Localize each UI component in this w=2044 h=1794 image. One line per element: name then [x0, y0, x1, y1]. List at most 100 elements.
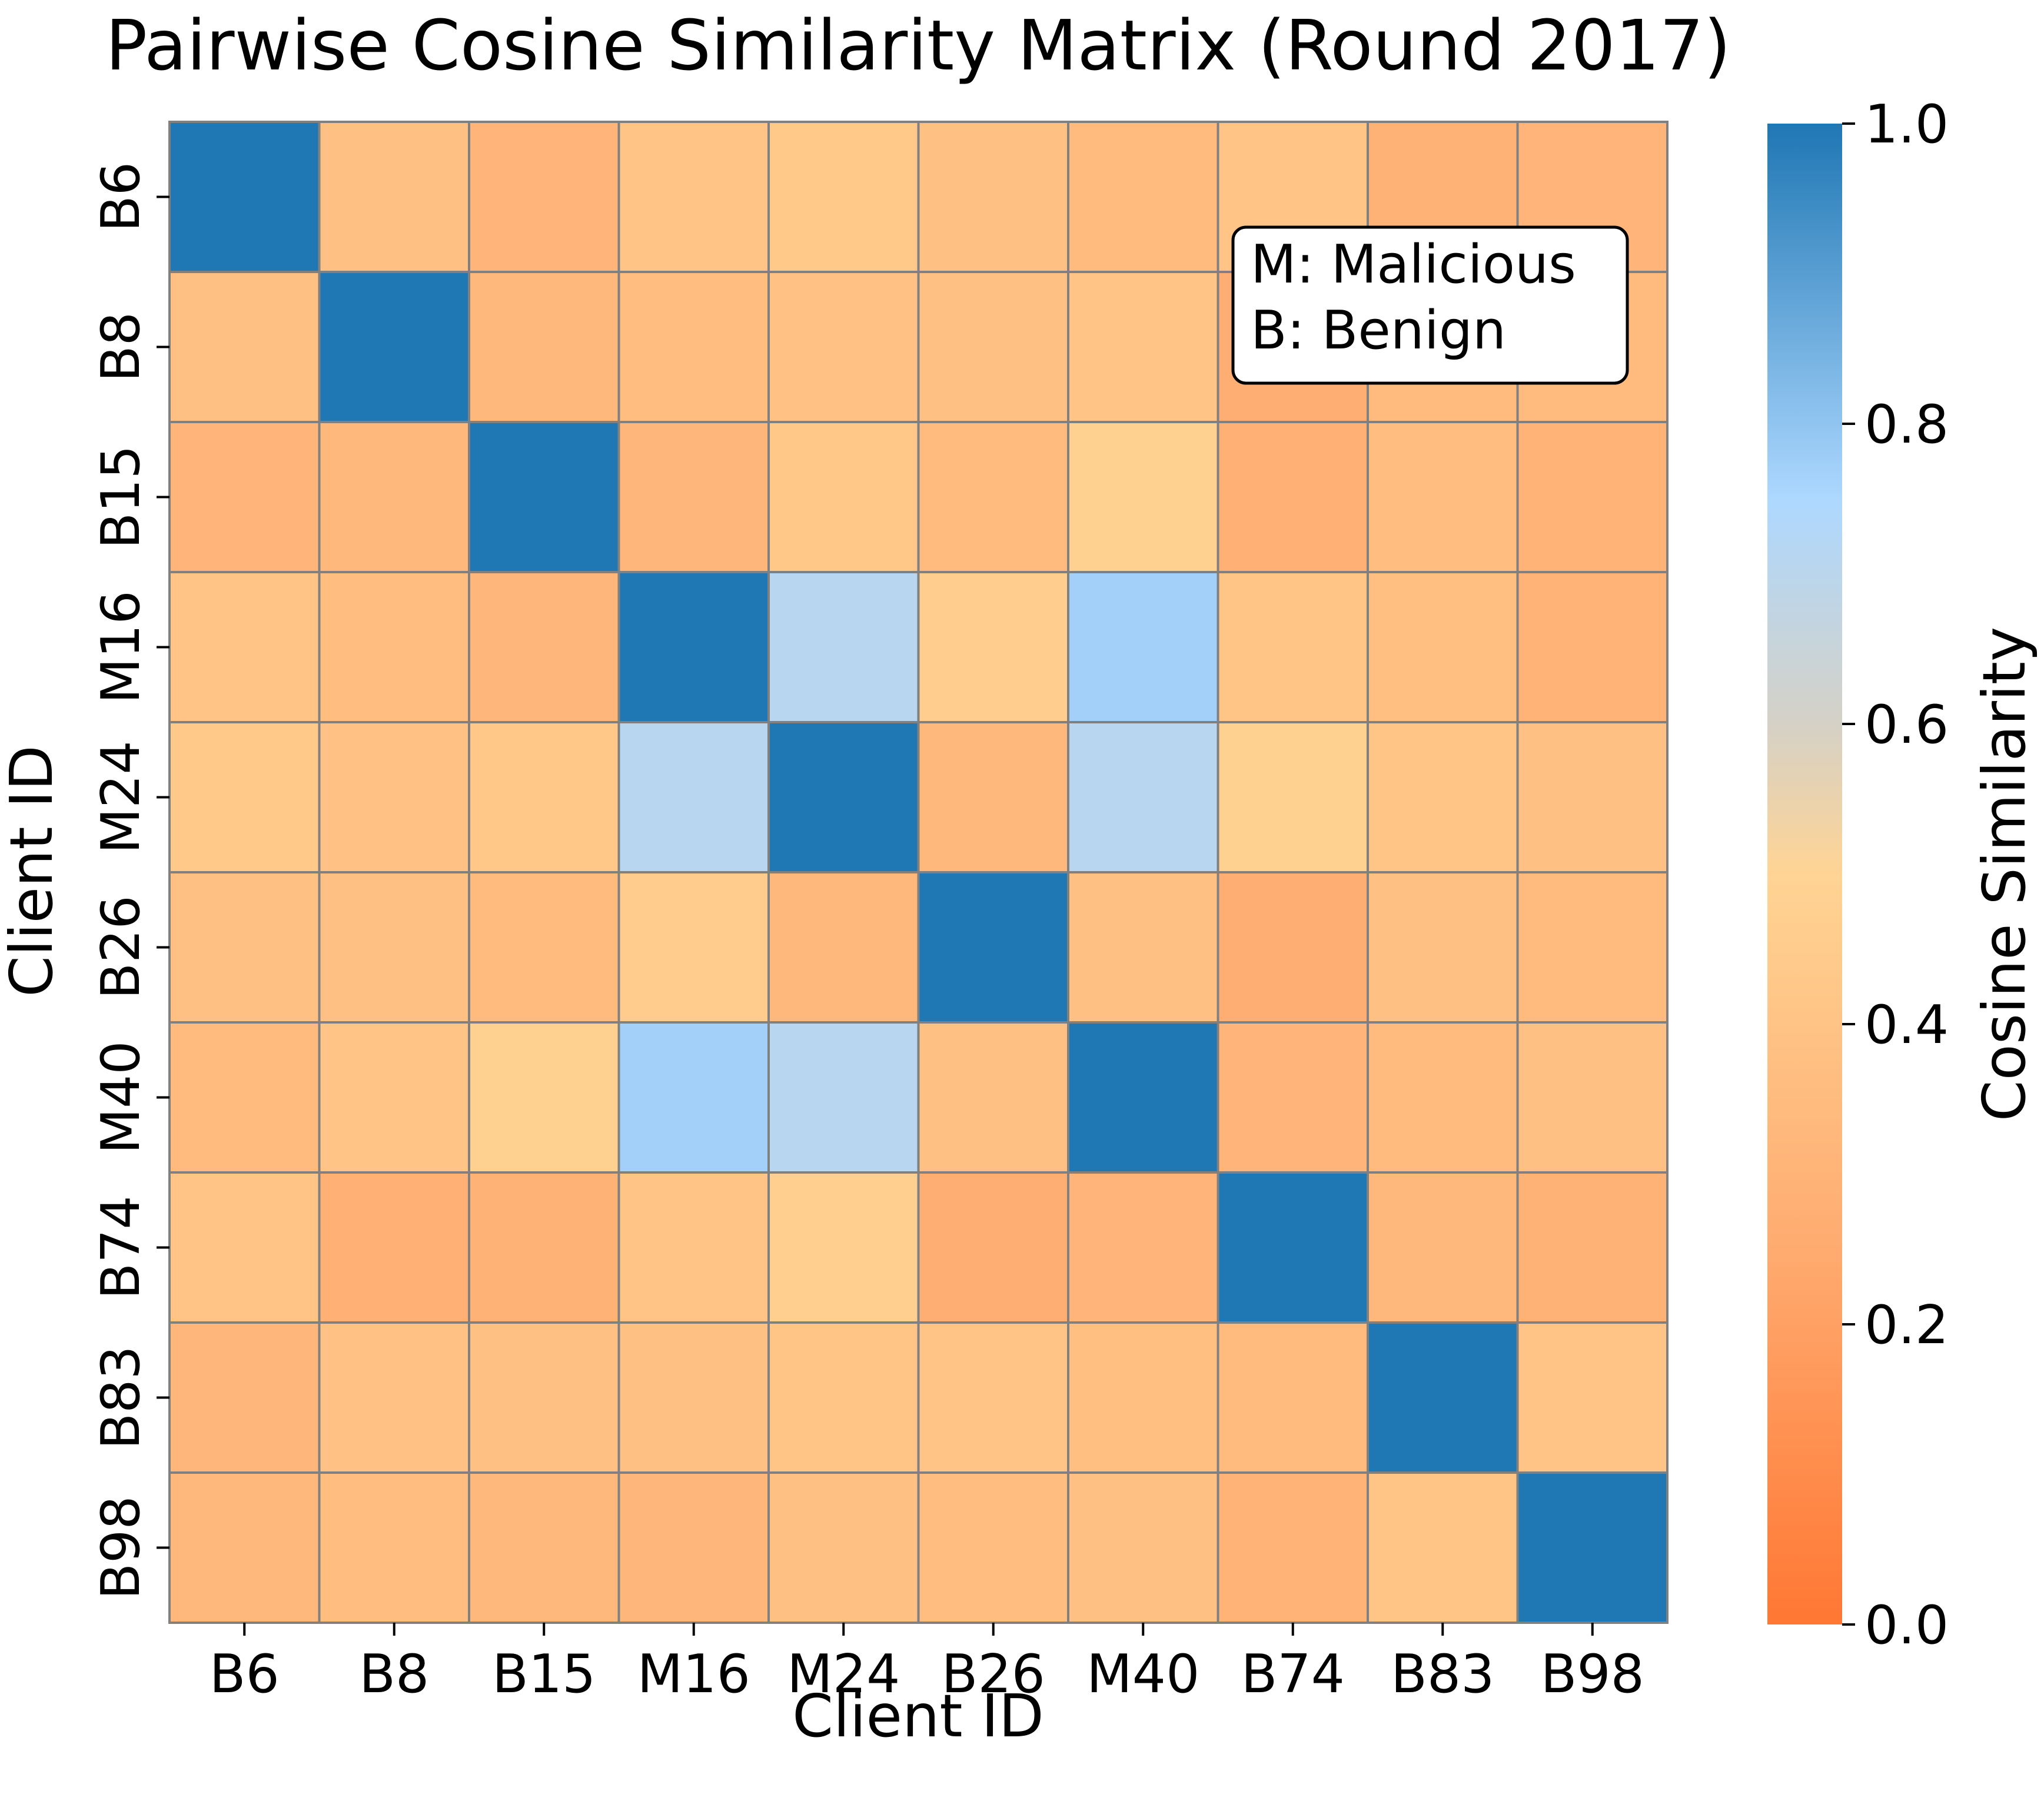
y-tick-label-B74: B74	[90, 1195, 152, 1299]
x-tick-label-B83: B83	[1391, 1643, 1494, 1705]
colorbar-tick-label-0.6: 0.6	[1864, 694, 1949, 756]
heatmap-cell-M16-B8	[318, 571, 470, 723]
heatmap-cell-B26-B83	[1367, 871, 1519, 1024]
heatmap-cell-B8-B6	[168, 271, 321, 423]
heatmap-cell-M16-B98	[1516, 571, 1669, 723]
heatmap-cell-B83-B8	[318, 1321, 470, 1474]
x-tick-label-B74: B74	[1241, 1643, 1345, 1705]
heatmap-cell-M24-M24	[767, 721, 920, 873]
y-tick-label-B15: B15	[90, 445, 152, 549]
heatmap-cell-B6-B15	[468, 121, 620, 273]
heatmap-cell-B98-B15	[468, 1471, 620, 1624]
heatmap-cell-M40-M40	[1067, 1021, 1219, 1174]
heatmap-cell-M40-B8	[318, 1021, 470, 1174]
heatmap-cell-B98-M24	[767, 1471, 920, 1624]
heatmap-cell-B98-B98	[1516, 1471, 1669, 1624]
legend-line-benign: B: Benign	[1251, 300, 1506, 361]
heatmap-cell-M40-B6	[168, 1021, 321, 1174]
heatmap-cell-M16-B15	[468, 571, 620, 723]
heatmap-cell-B74-B26	[917, 1171, 1069, 1324]
heatmap-cell-B6-M16	[617, 121, 770, 273]
heatmap-cell-B74-B6	[168, 1171, 321, 1324]
heatmap-cell-B83-M40	[1067, 1321, 1219, 1474]
heatmap-cell-B8-B26	[917, 271, 1069, 423]
heatmap-cell-B83-B6	[168, 1321, 321, 1474]
heatmap-cell-B74-B74	[1217, 1171, 1369, 1324]
y-tick-label-B6: B6	[90, 162, 152, 232]
chart-title: Pairwise Cosine Similarity Matrix (Round…	[105, 5, 1731, 86]
x-tick-label-B6: B6	[210, 1643, 280, 1705]
heatmap-cell-B74-B8	[318, 1171, 470, 1324]
colorbar-tick-label-0.2: 0.2	[1864, 1294, 1949, 1356]
heatmap-cell-M16-B83	[1367, 571, 1519, 723]
colorbar	[1767, 124, 1842, 1624]
heatmap-cell-B74-B15	[468, 1171, 620, 1324]
heatmap-cell-B6-M24	[767, 121, 920, 273]
colorbar-tick-label-0.8: 0.8	[1864, 394, 1949, 456]
heatmap-cells	[168, 121, 1669, 1624]
heatmap-cell-B26-B6	[168, 871, 321, 1024]
y-axis-label: Client ID	[0, 745, 66, 997]
heatmap-cell-B83-B83	[1367, 1321, 1519, 1474]
heatmap-cell-B26-B98	[1516, 871, 1669, 1024]
heatmap-cell-M40-M24	[767, 1021, 920, 1174]
heatmap-cell-B15-B26	[917, 421, 1069, 573]
heatmap-cell-M16-B26	[917, 571, 1069, 723]
heatmap-cell-M24-B26	[917, 721, 1069, 873]
heatmap-cell-B6-B6	[168, 121, 321, 273]
x-tick-label-B8: B8	[359, 1643, 429, 1705]
y-tick-label-B98: B98	[90, 1496, 152, 1599]
heatmap-cell-B26-B15	[468, 871, 620, 1024]
heatmap-cell-M40-B26	[917, 1021, 1069, 1174]
heatmap-cell-B83-B98	[1516, 1321, 1669, 1474]
heatmap-cell-B74-B98	[1516, 1171, 1669, 1324]
heatmap-cell-M24-B98	[1516, 721, 1669, 873]
heatmap-cell-B98-B74	[1217, 1471, 1369, 1624]
heatmap-cell-M24-B8	[318, 721, 470, 873]
heatmap-cell-M24-M16	[617, 721, 770, 873]
heatmap-cell-B15-B8	[318, 421, 470, 573]
x-tick-label-M24: M24	[787, 1643, 900, 1705]
heatmap-cell-B6-B26	[917, 121, 1069, 273]
heatmap-cell-B6-M40	[1067, 121, 1219, 273]
heatmap-cell-M24-B15	[468, 721, 620, 873]
legend-line-malicious: M: Malicious	[1251, 234, 1576, 295]
heatmap-cell-M16-M24	[767, 571, 920, 723]
colorbar-tick-label-0.0: 0.0	[1864, 1594, 1949, 1656]
heatmap-cell-B26-B8	[318, 871, 470, 1024]
legend-frame	[1231, 225, 1629, 385]
heatmap-cell-B98-B8	[318, 1471, 470, 1624]
x-tick-label-B26: B26	[942, 1643, 1045, 1705]
heatmap-cell-M40-B83	[1367, 1021, 1519, 1174]
y-tick-label-M40: M40	[90, 1041, 152, 1154]
heatmap-cell-B8-M24	[767, 271, 920, 423]
heatmap-cell-B83-B74	[1217, 1321, 1369, 1474]
heatmap-cell-B74-B83	[1367, 1171, 1519, 1324]
heatmap-cell-B83-B15	[468, 1321, 620, 1474]
heatmap-cell-B15-B83	[1367, 421, 1519, 573]
heatmap-cell-B8-B8	[318, 271, 470, 423]
heatmap-cell-B15-B6	[168, 421, 321, 573]
x-axis-label: Client ID	[792, 1682, 1044, 1750]
heatmap-cell-M16-B6	[168, 571, 321, 723]
heatmap-cell-B26-M16	[617, 871, 770, 1024]
heatmap-cell-M16-M40	[1067, 571, 1219, 723]
heatmap-cell-M40-B98	[1516, 1021, 1669, 1174]
heatmap-cell-B8-M40	[1067, 271, 1219, 423]
heatmap-cell-B26-M24	[767, 871, 920, 1024]
heatmap-cell-M24-M40	[1067, 721, 1219, 873]
heatmap-cell-M40-B74	[1217, 1021, 1369, 1174]
heatmap-cell-M40-B15	[468, 1021, 620, 1174]
x-tick-label-M16: M16	[637, 1643, 750, 1705]
heatmap-cell-B26-B26	[917, 871, 1069, 1024]
heatmap-cell-B83-B26	[917, 1321, 1069, 1474]
heatmap-cell-B98-B26	[917, 1471, 1069, 1624]
heatmap-cell-M24-B74	[1217, 721, 1369, 873]
heatmap-cell-B6-B8	[318, 121, 470, 273]
heatmap-cell-B15-M24	[767, 421, 920, 573]
heatmap-cell-B26-B74	[1217, 871, 1369, 1024]
colorbar-label: Cosine Similarity	[1970, 627, 2039, 1121]
y-tick-label-M16: M16	[90, 590, 152, 703]
heatmap-cell-B74-M24	[767, 1171, 920, 1324]
